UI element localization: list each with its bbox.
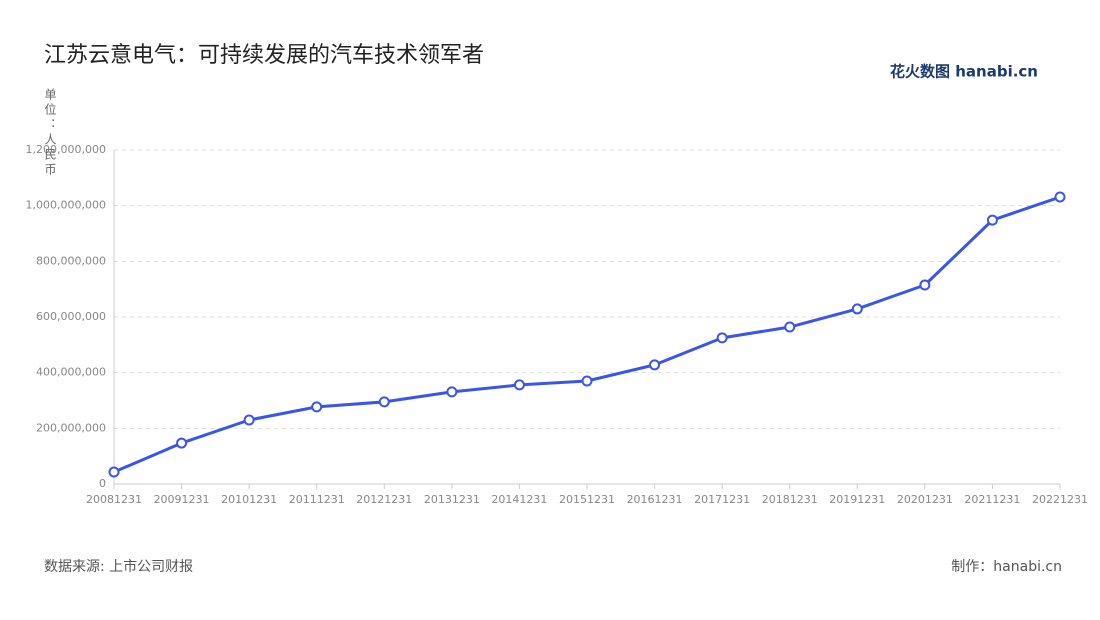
x-tick-label: 20191231: [829, 493, 885, 506]
x-tick-label: 20101231: [221, 493, 277, 506]
y-tick-label: 400,000,000: [36, 366, 106, 379]
x-tick-label: 20111231: [289, 493, 345, 506]
x-tick-label: 20211231: [964, 493, 1020, 506]
y-tick-label: 600,000,000: [36, 310, 106, 323]
data-point: [716, 332, 728, 344]
x-tick-label: 20151231: [559, 493, 615, 506]
data-point: [919, 279, 931, 291]
y-tick-label: 0: [99, 477, 106, 490]
data-point: [378, 396, 390, 408]
data-point: [311, 401, 323, 413]
x-tick-label: 20221231: [1032, 493, 1088, 506]
x-tick-label: 20181231: [762, 493, 818, 506]
brand-logo: 花火数图 hanabi.cn: [890, 63, 1038, 81]
data-point: [108, 466, 120, 478]
data-point: [986, 214, 998, 226]
data-point: [1054, 191, 1066, 203]
x-tick-label: 20171231: [694, 493, 750, 506]
data-point: [446, 386, 458, 398]
chart-title: 江苏云意电气：可持续发展的汽车技术领军者: [44, 43, 484, 68]
x-tick-label: 20161231: [627, 493, 683, 506]
y-tick-label: 1,000,000,000: [26, 199, 106, 212]
y-axis-label: 单位：人民币: [43, 88, 57, 178]
data-point: [176, 437, 188, 449]
data-point: [784, 321, 796, 333]
y-tick-label: 800,000,000: [36, 254, 106, 267]
data-point: [581, 375, 593, 387]
x-tick-label: 20081231: [86, 493, 142, 506]
data-point: [851, 303, 863, 315]
x-tick-label: 20091231: [154, 493, 210, 506]
y-tick-label: 1,200,000,000: [26, 143, 106, 156]
credit-note: 制作：hanabi.cn: [951, 559, 1062, 575]
series-line: [113, 195, 1061, 474]
source-note: 数据来源: 上市公司财报: [44, 558, 193, 575]
x-tick-label: 20141231: [491, 493, 547, 506]
x-tick-label: 20121231: [356, 493, 412, 506]
x-tick-label: 20131231: [424, 493, 480, 506]
data-point: [649, 359, 661, 371]
data-point: [513, 379, 525, 391]
y-tick-label: 200,000,000: [36, 421, 106, 434]
data-point: [243, 414, 255, 426]
x-tick-label: 20201231: [897, 493, 953, 506]
